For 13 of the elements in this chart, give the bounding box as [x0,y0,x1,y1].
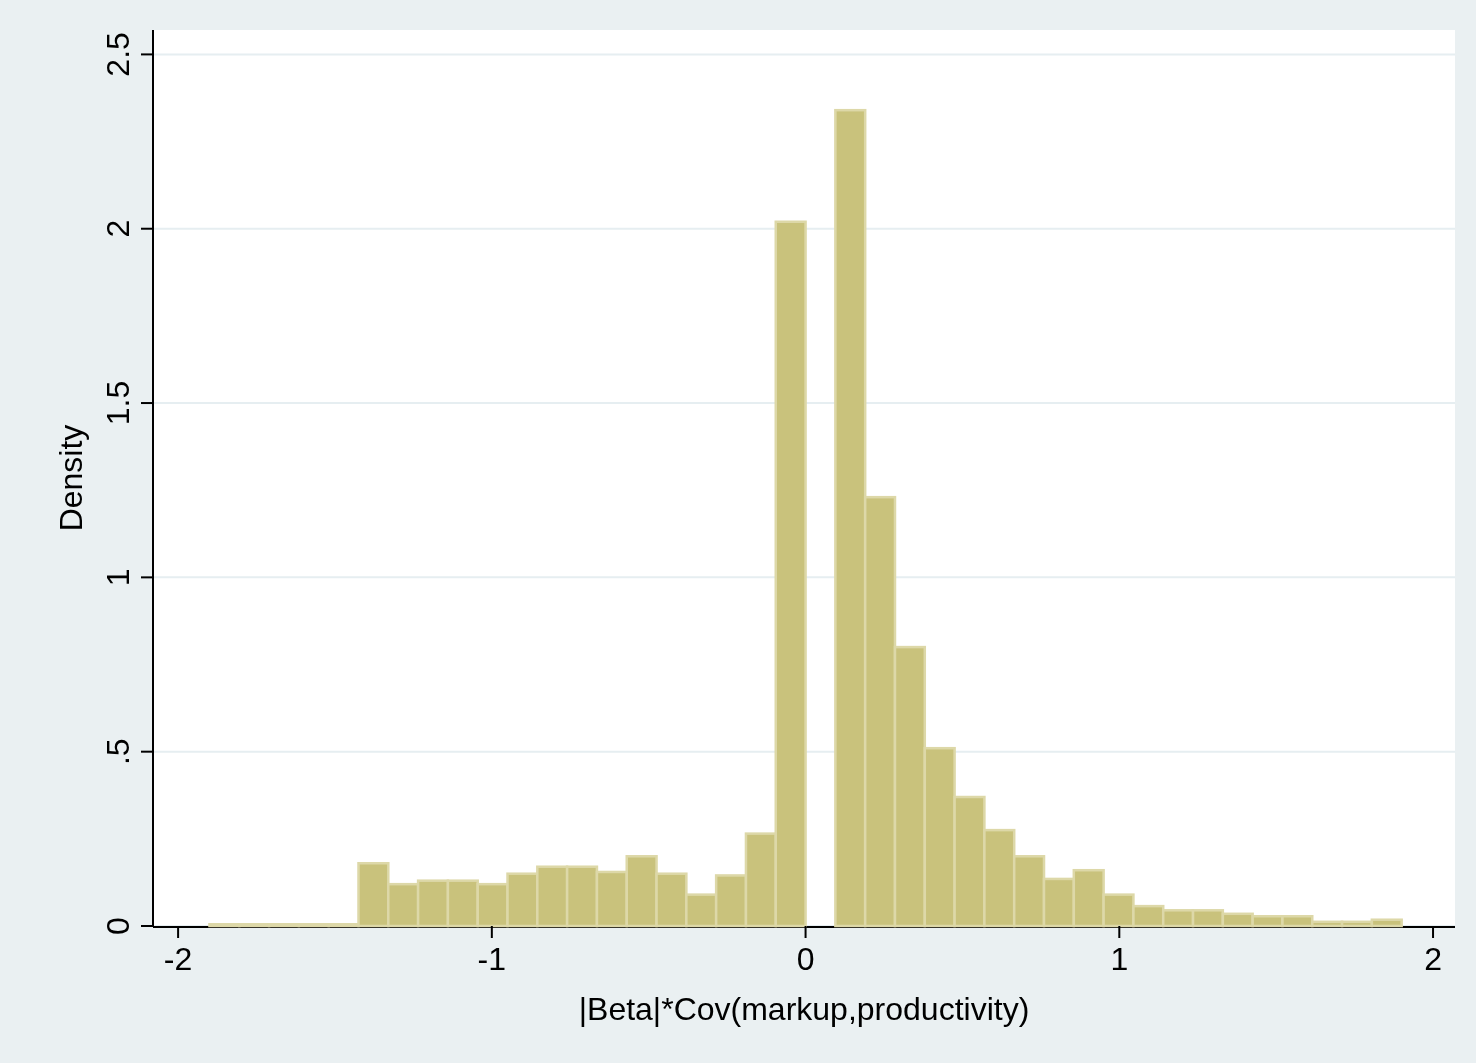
y-tick-label: .5 [100,738,136,766]
y-tick-label: 1.5 [100,380,136,426]
y-tick-label: 0 [100,917,136,935]
x-tick-label: -2 [163,941,193,977]
x-tick-label: 1 [1110,941,1129,977]
y-tick-label: 1 [100,568,136,587]
y-tick-label: 2 [100,219,136,238]
x-tick-label: 0 [796,941,815,977]
x-tick-label: 2 [1424,941,1442,977]
x-tick-label: -1 [477,941,507,977]
y-axis-title: Density [53,424,89,532]
x-axis-title: |Beta|*Cov(markup,productivity) [578,991,1030,1027]
y-tick-label: 2.5 [100,32,136,77]
